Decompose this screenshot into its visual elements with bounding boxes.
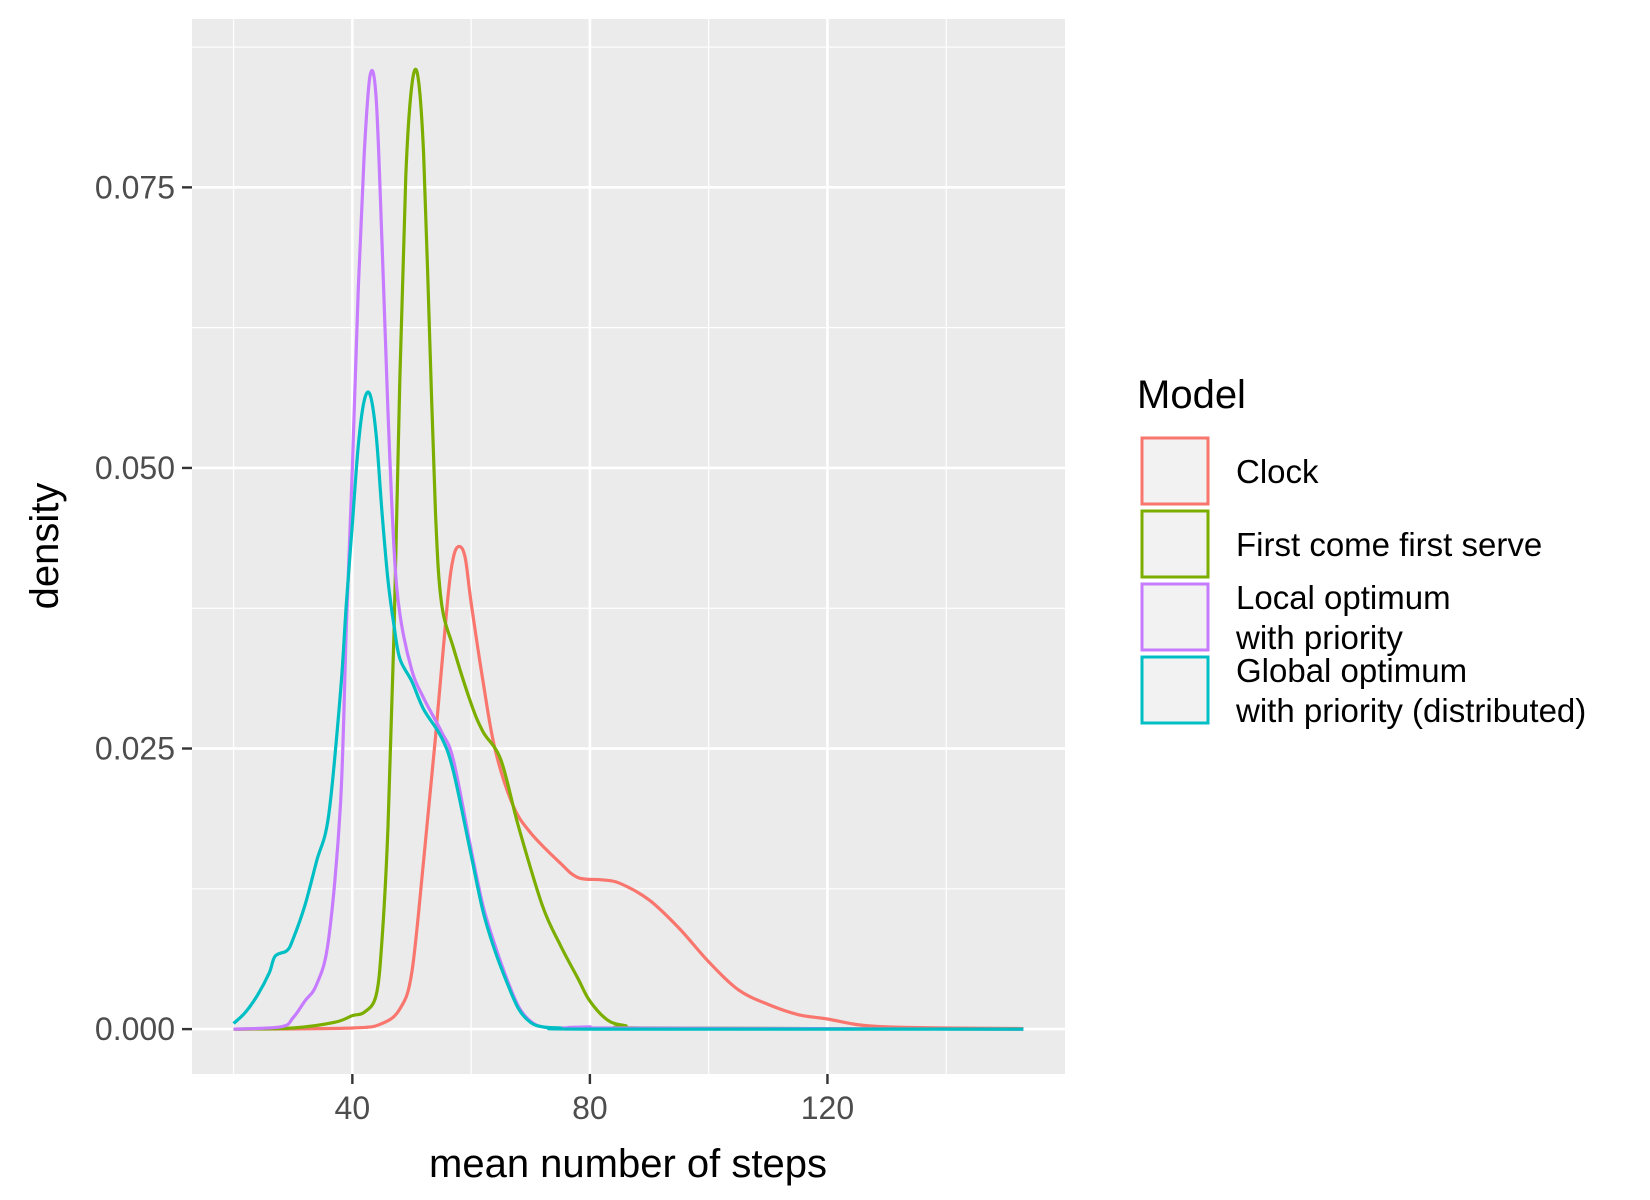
legend-key (1140, 655, 1210, 725)
major-gridlines (192, 19, 1065, 1074)
x-tick-label: 120 (801, 1090, 854, 1126)
series-line-first-come-first-serve (233, 67, 1024, 1031)
legend-title: Model (1137, 373, 1246, 417)
y-tick-label: 0.075 (95, 169, 175, 205)
legend-label: with priority (1235, 619, 1403, 656)
legend-label: Local optimum (1236, 579, 1451, 616)
legend-key (1140, 509, 1210, 579)
series-line-global-optimum (232, 390, 1024, 1031)
legend: Model Clock First come first serve Local o… (1137, 373, 1586, 729)
legend-label: Global optimum (1236, 652, 1467, 689)
x-tick-label: 40 (335, 1090, 371, 1126)
legend-label: with priority (distributed) (1235, 692, 1586, 729)
y-axis: 0.000 0.025 0.050 0.075 (95, 169, 192, 1047)
x-axis: 40 80 120 (335, 1074, 854, 1126)
x-tick-label: 80 (572, 1090, 608, 1126)
panel-background (192, 19, 1065, 1074)
y-axis-title: density (23, 483, 67, 610)
y-tick-label: 0.025 (95, 731, 175, 767)
legend-key (1140, 582, 1210, 652)
legend-label: Clock (1236, 453, 1319, 490)
series-lines (232, 67, 1024, 1031)
y-tick-label: 0.000 (95, 1011, 175, 1047)
legend-label: First come first serve (1236, 526, 1542, 563)
x-axis-title: mean number of steps (429, 1142, 827, 1186)
y-tick-label: 0.050 (95, 450, 175, 486)
legend-key (1140, 436, 1210, 506)
